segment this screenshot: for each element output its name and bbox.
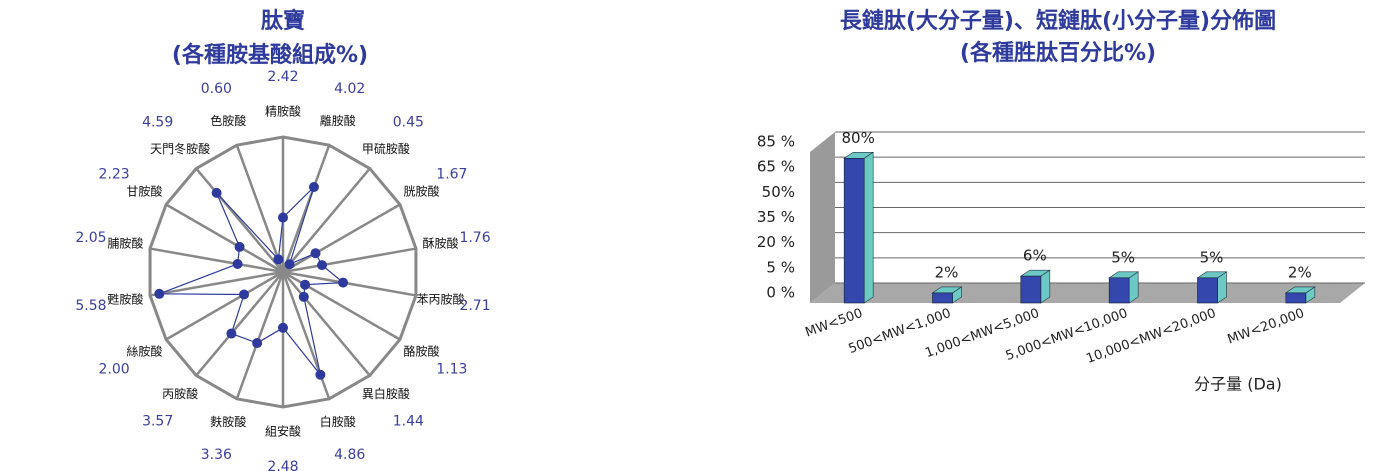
radar-spoke xyxy=(235,271,285,400)
value-label: 2.23 xyxy=(99,167,130,183)
bar xyxy=(932,292,953,304)
bar xyxy=(843,157,865,304)
radar-spoke xyxy=(282,270,417,297)
radar-subtitle: (各種胺基酸組成%) xyxy=(172,42,368,68)
radar-point xyxy=(211,187,222,198)
category-label: 甘胺酸 xyxy=(126,184,162,199)
value-label: 1.67 xyxy=(436,167,467,183)
radar-point xyxy=(300,279,311,290)
radar-point xyxy=(226,328,237,339)
radar-point xyxy=(252,338,263,349)
radar-point xyxy=(278,212,288,223)
category-label: 絲胺酸 xyxy=(126,344,162,359)
radar-point xyxy=(310,248,321,259)
radar-spoke xyxy=(282,247,417,274)
radar-spoke xyxy=(281,144,331,273)
radar-point xyxy=(315,369,326,380)
radar-spoke xyxy=(195,167,284,273)
value-label: 1.44 xyxy=(393,413,424,429)
category-label: 組安酸 xyxy=(265,424,301,439)
radar-point xyxy=(278,322,288,333)
bar-subtitle: (各種胜肽百分比%) xyxy=(960,40,1156,66)
category-label: 酪胺酸 xyxy=(404,344,440,359)
bar xyxy=(1020,275,1042,304)
value-label: 2.71 xyxy=(459,298,490,314)
category-label: 白胺酸 xyxy=(320,414,356,429)
category-label: 苯丙胺酸 xyxy=(417,291,465,306)
value-label: 5.58 xyxy=(75,298,106,314)
y-tick-label: 50% xyxy=(762,183,795,201)
value-label: 0.60 xyxy=(201,81,232,97)
value-label: 6% xyxy=(1023,247,1047,265)
radar-spoke xyxy=(165,203,284,274)
radar-point xyxy=(298,291,309,302)
value-label: 4.86 xyxy=(334,447,365,463)
category-label: 離胺酸 xyxy=(320,113,356,128)
value-label: 4.02 xyxy=(334,81,365,97)
y-tick-label: 5 % xyxy=(766,258,795,276)
y-tick-label: 85 % xyxy=(757,133,795,151)
radar-spoke xyxy=(235,144,285,273)
x-axis-label: 分子量 (Da) xyxy=(1194,375,1282,394)
radar-spoke xyxy=(149,270,284,297)
bar-title: 長鏈肽(大分子量)、短鏈肽(小分子量)分佈圖 xyxy=(840,8,1276,34)
radar-point xyxy=(239,289,250,300)
radar-point xyxy=(234,241,245,252)
value-label: 4.59 xyxy=(142,115,173,131)
value-label: 2.00 xyxy=(99,362,130,378)
floor xyxy=(810,283,1365,303)
category-label: 脯胺酸 xyxy=(107,236,143,251)
bar-side xyxy=(863,151,874,304)
radar-spoke xyxy=(282,271,371,377)
y-tick-label: 20 % xyxy=(757,233,795,251)
bar xyxy=(1197,277,1218,304)
radar-spoke xyxy=(195,271,284,377)
value-label: 2.42 xyxy=(267,69,298,85)
y-tick-label: 35 % xyxy=(757,208,795,226)
bar xyxy=(1285,292,1307,304)
y-tick-label: 0 % xyxy=(766,284,795,302)
category-label: 甦胺酸 xyxy=(107,291,143,306)
x-tick-label: MW<500 xyxy=(803,306,864,341)
radar-title: 肽寶 xyxy=(261,8,305,34)
radar-point xyxy=(316,260,327,271)
x-tick-label: MW<20,000 xyxy=(1226,306,1307,348)
value-label: 1.13 xyxy=(436,362,467,378)
value-label: 5% xyxy=(1200,248,1224,266)
radar-spoke xyxy=(149,247,284,274)
category-label: 異白胺酸 xyxy=(362,386,410,401)
value-label: 1.76 xyxy=(459,230,490,246)
radar-spoke xyxy=(282,203,401,274)
radar-point xyxy=(284,259,295,270)
radar-point xyxy=(308,182,319,193)
value-label: 2.48 xyxy=(267,459,298,471)
category-label: 麩胺酸 xyxy=(210,414,246,429)
value-label: 3.36 xyxy=(201,447,232,463)
value-label: 2.05 xyxy=(75,230,106,246)
value-label: 0.45 xyxy=(393,115,424,131)
category-label: 丙胺酸 xyxy=(162,386,198,401)
category-label: 色胺酸 xyxy=(210,113,246,128)
radar-point xyxy=(154,288,165,299)
radar-spoke xyxy=(282,167,371,273)
radar-point xyxy=(273,254,284,265)
category-label: 精胺酸 xyxy=(265,104,301,119)
radar-point xyxy=(338,277,349,288)
value-label: 2% xyxy=(1288,263,1312,281)
radar-spoke xyxy=(281,271,331,400)
value-label: 3.57 xyxy=(142,413,173,429)
radar-point xyxy=(232,258,243,269)
y-tick-label: 65 % xyxy=(757,158,795,176)
value-label: 5% xyxy=(1111,248,1135,266)
category-label: 甲硫胺酸 xyxy=(362,141,410,156)
bar xyxy=(1108,277,1130,304)
category-label: 酥胺酸 xyxy=(423,236,459,251)
category-label: 天門冬胺酸 xyxy=(150,141,210,156)
left-wall xyxy=(810,132,835,303)
value-label: 2% xyxy=(935,263,959,281)
radar-spoke xyxy=(165,270,284,341)
category-label: 胱胺酸 xyxy=(404,184,440,199)
value-label: 80% xyxy=(841,129,874,147)
